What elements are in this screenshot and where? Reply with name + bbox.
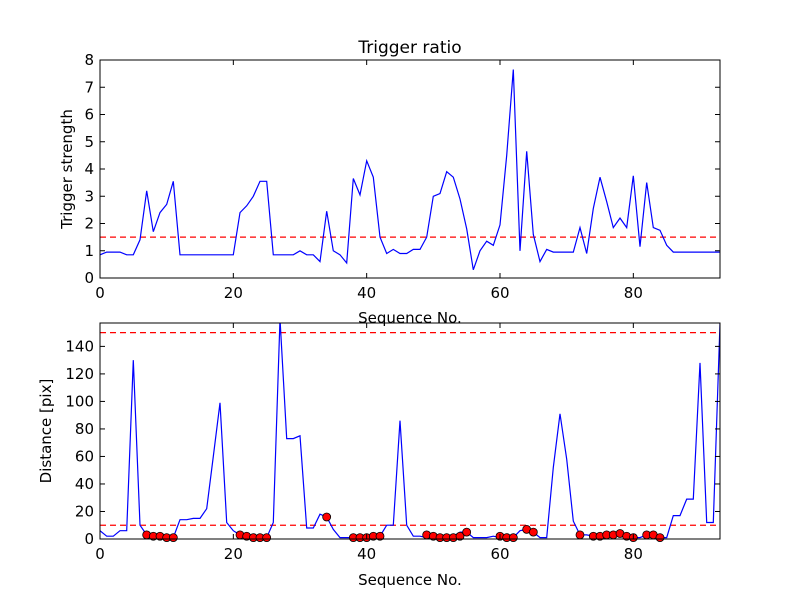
y-tick-label: 6 — [84, 106, 94, 124]
x-tick-label: 80 — [624, 545, 643, 563]
y-tick-label: 20 — [75, 502, 94, 520]
x-axis-label: Sequence No. — [358, 571, 462, 589]
data-point-marker — [262, 533, 272, 543]
y-axis-label: Trigger strength — [58, 109, 76, 230]
x-tick-label: 20 — [224, 545, 243, 563]
y-tick-label: 0 — [84, 269, 94, 287]
x-tick-label: 0 — [95, 284, 105, 302]
y-tick-label: 8 — [84, 51, 94, 69]
data-point-marker — [168, 533, 178, 543]
y-tick-label: 80 — [75, 420, 94, 438]
data-point-marker — [528, 527, 538, 537]
x-tick-label: 80 — [624, 284, 643, 302]
y-tick-label: 120 — [65, 365, 94, 383]
distance-panel: Distance [pix] Sequence No. 0 20 40 60 80 0 20… — [37, 322, 721, 589]
data-point-marker — [322, 512, 332, 522]
y-tick-label: 3 — [84, 187, 94, 205]
data-point-marker — [462, 527, 472, 537]
y-axis-label: Distance [pix] — [37, 379, 55, 484]
y-tick-label: 2 — [84, 215, 94, 233]
y-tick-label: 4 — [84, 160, 94, 178]
x-tick-label: 40 — [357, 545, 376, 563]
y-tick-label: 60 — [75, 447, 94, 465]
x-tick-label: 0 — [95, 545, 105, 563]
data-point-marker — [508, 533, 518, 543]
y-tick-label: 140 — [65, 337, 94, 355]
x-tick-label: 60 — [490, 545, 509, 563]
y-tick-label: 40 — [75, 475, 94, 493]
data-point-marker — [575, 530, 585, 540]
x-axis-label: Sequence No. — [358, 309, 462, 327]
y-tick-label: 7 — [84, 78, 94, 96]
x-tick-label: 20 — [224, 284, 243, 302]
y-tick-label: 100 — [65, 392, 94, 410]
data-point-marker — [375, 531, 385, 541]
x-tick-label: 40 — [357, 284, 376, 302]
data-point-marker — [455, 531, 465, 541]
x-tick-label: 60 — [490, 284, 509, 302]
y-tick-label: 5 — [84, 133, 94, 151]
data-point-marker — [655, 533, 665, 543]
y-tick-label: 0 — [84, 530, 94, 548]
plot-frame — [99, 322, 721, 540]
y-tick-label: 1 — [84, 242, 94, 260]
series-line — [100, 69, 720, 270]
chart-title: Trigger ratio — [357, 38, 461, 58]
